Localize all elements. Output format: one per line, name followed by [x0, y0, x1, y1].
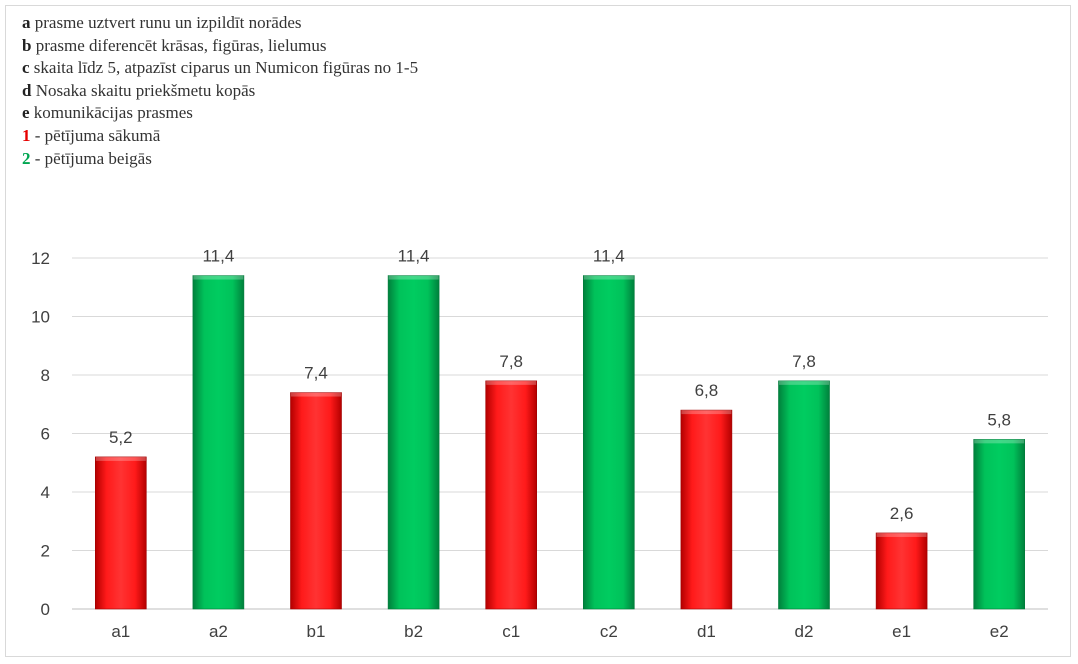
data-label-d1: 6,8	[695, 381, 719, 400]
bar-highlight	[583, 275, 634, 280]
bar-d1	[680, 409, 733, 610]
legend-item-start: 1 - pētījuma sākumā	[22, 125, 418, 148]
bar-b2	[387, 275, 440, 610]
bar-c1	[485, 380, 538, 610]
y-tick-label: 10	[31, 308, 50, 327]
bar-highlight	[779, 380, 829, 385]
legend-text: - pētījuma sākumā	[34, 125, 161, 145]
bars	[95, 275, 1026, 610]
legend-text: skaita līdz 5, atpazīst ciparus un Numic…	[33, 58, 419, 78]
y-tick-label: 12	[31, 249, 50, 268]
x-tick-label-a2: a2	[209, 622, 228, 641]
x-tick-label-c2: c2	[600, 622, 618, 641]
y-tick-label: 4	[41, 483, 50, 502]
bar-highlight	[388, 275, 439, 280]
bar-highlight	[876, 532, 927, 537]
data-label-a2: 11,4	[202, 247, 234, 266]
y-axis: 0 2 4 6 8 10 12	[31, 249, 50, 619]
bar-highlight	[291, 392, 341, 397]
legend-key: e	[22, 103, 30, 123]
legend-text: prasme uztvert runu un izpildīt norādes	[34, 13, 302, 32]
data-label-c1: 7,8	[499, 352, 523, 371]
data-label-d2: 7,8	[792, 352, 816, 371]
legend-key: 1	[22, 125, 31, 145]
legend: a prasme uztvert runu un izpildīt norāde…	[22, 12, 418, 170]
data-labels: 5,2 11,4 7,4 11,4 7,8 11,4 6,8 7,8 2,6 5,8	[109, 247, 1011, 523]
y-tick-label: 8	[41, 366, 50, 385]
legend-text: Nosaka skaitu priekšmetu kopās	[35, 80, 256, 100]
bar-highlight	[974, 439, 1025, 444]
legend-key: b	[22, 35, 32, 55]
legend-item-e: e komunikācijas prasmes	[22, 102, 418, 125]
bar-highlight	[681, 410, 732, 415]
legend-text: prasme diferencēt krāsas, figūras, lielu…	[35, 35, 327, 55]
x-tick-label-d2: d2	[795, 622, 814, 641]
legend-item-b: b prasme diferencēt krāsas, figūras, lie…	[22, 35, 418, 58]
x-axis: a1 a2 b1 b2 c1 c2 d1 d2 e1 e2	[111, 622, 1008, 641]
x-tick-label-b2: b2	[404, 622, 423, 641]
x-tick-label-a1: a1	[111, 622, 130, 641]
bar-highlight	[193, 275, 244, 280]
x-tick-label-d1: d1	[697, 622, 716, 641]
bar-d2	[778, 380, 830, 610]
legend-item-c: c skaita līdz 5, atpazīst ciparus un Num…	[22, 57, 418, 80]
legend-item-d: d Nosaka skaitu priekšmetu kopās	[22, 80, 418, 103]
bar-a1	[95, 456, 147, 610]
bar-e1	[875, 532, 928, 610]
legend-item-end: 2 - pētījuma beigās	[22, 148, 418, 171]
legend-key: 2	[22, 148, 31, 168]
data-label-e1: 2,6	[890, 504, 914, 523]
x-tick-label-c1: c1	[502, 622, 520, 641]
bar-b1	[290, 392, 342, 610]
data-label-c2: 11,4	[593, 247, 625, 266]
x-tick-label-e1: e1	[892, 622, 911, 641]
x-tick-label-e2: e2	[990, 622, 1009, 641]
data-label-b2: 11,4	[398, 247, 430, 266]
legend-text: komunikācijas prasmes	[33, 103, 193, 123]
y-tick-label: 0	[41, 600, 50, 619]
bar-highlight	[95, 456, 146, 461]
legend-key: c	[22, 58, 30, 78]
bar-a2	[192, 275, 245, 610]
legend-key: a	[22, 13, 31, 32]
y-tick-label: 2	[41, 542, 50, 561]
bar-c2	[582, 275, 635, 610]
data-label-a1: 5,2	[109, 428, 133, 447]
legend-text: - pētījuma beigās	[34, 148, 152, 168]
legend-key: d	[22, 80, 32, 100]
bar-highlight	[486, 380, 537, 385]
legend-item-a: a prasme uztvert runu un izpildīt norāde…	[22, 12, 418, 35]
bar-e2	[973, 439, 1026, 610]
data-label-b1: 7,4	[304, 364, 328, 383]
data-label-e2: 5,8	[987, 410, 1011, 429]
x-tick-label-b1: b1	[307, 622, 326, 641]
y-tick-label: 6	[41, 425, 50, 444]
